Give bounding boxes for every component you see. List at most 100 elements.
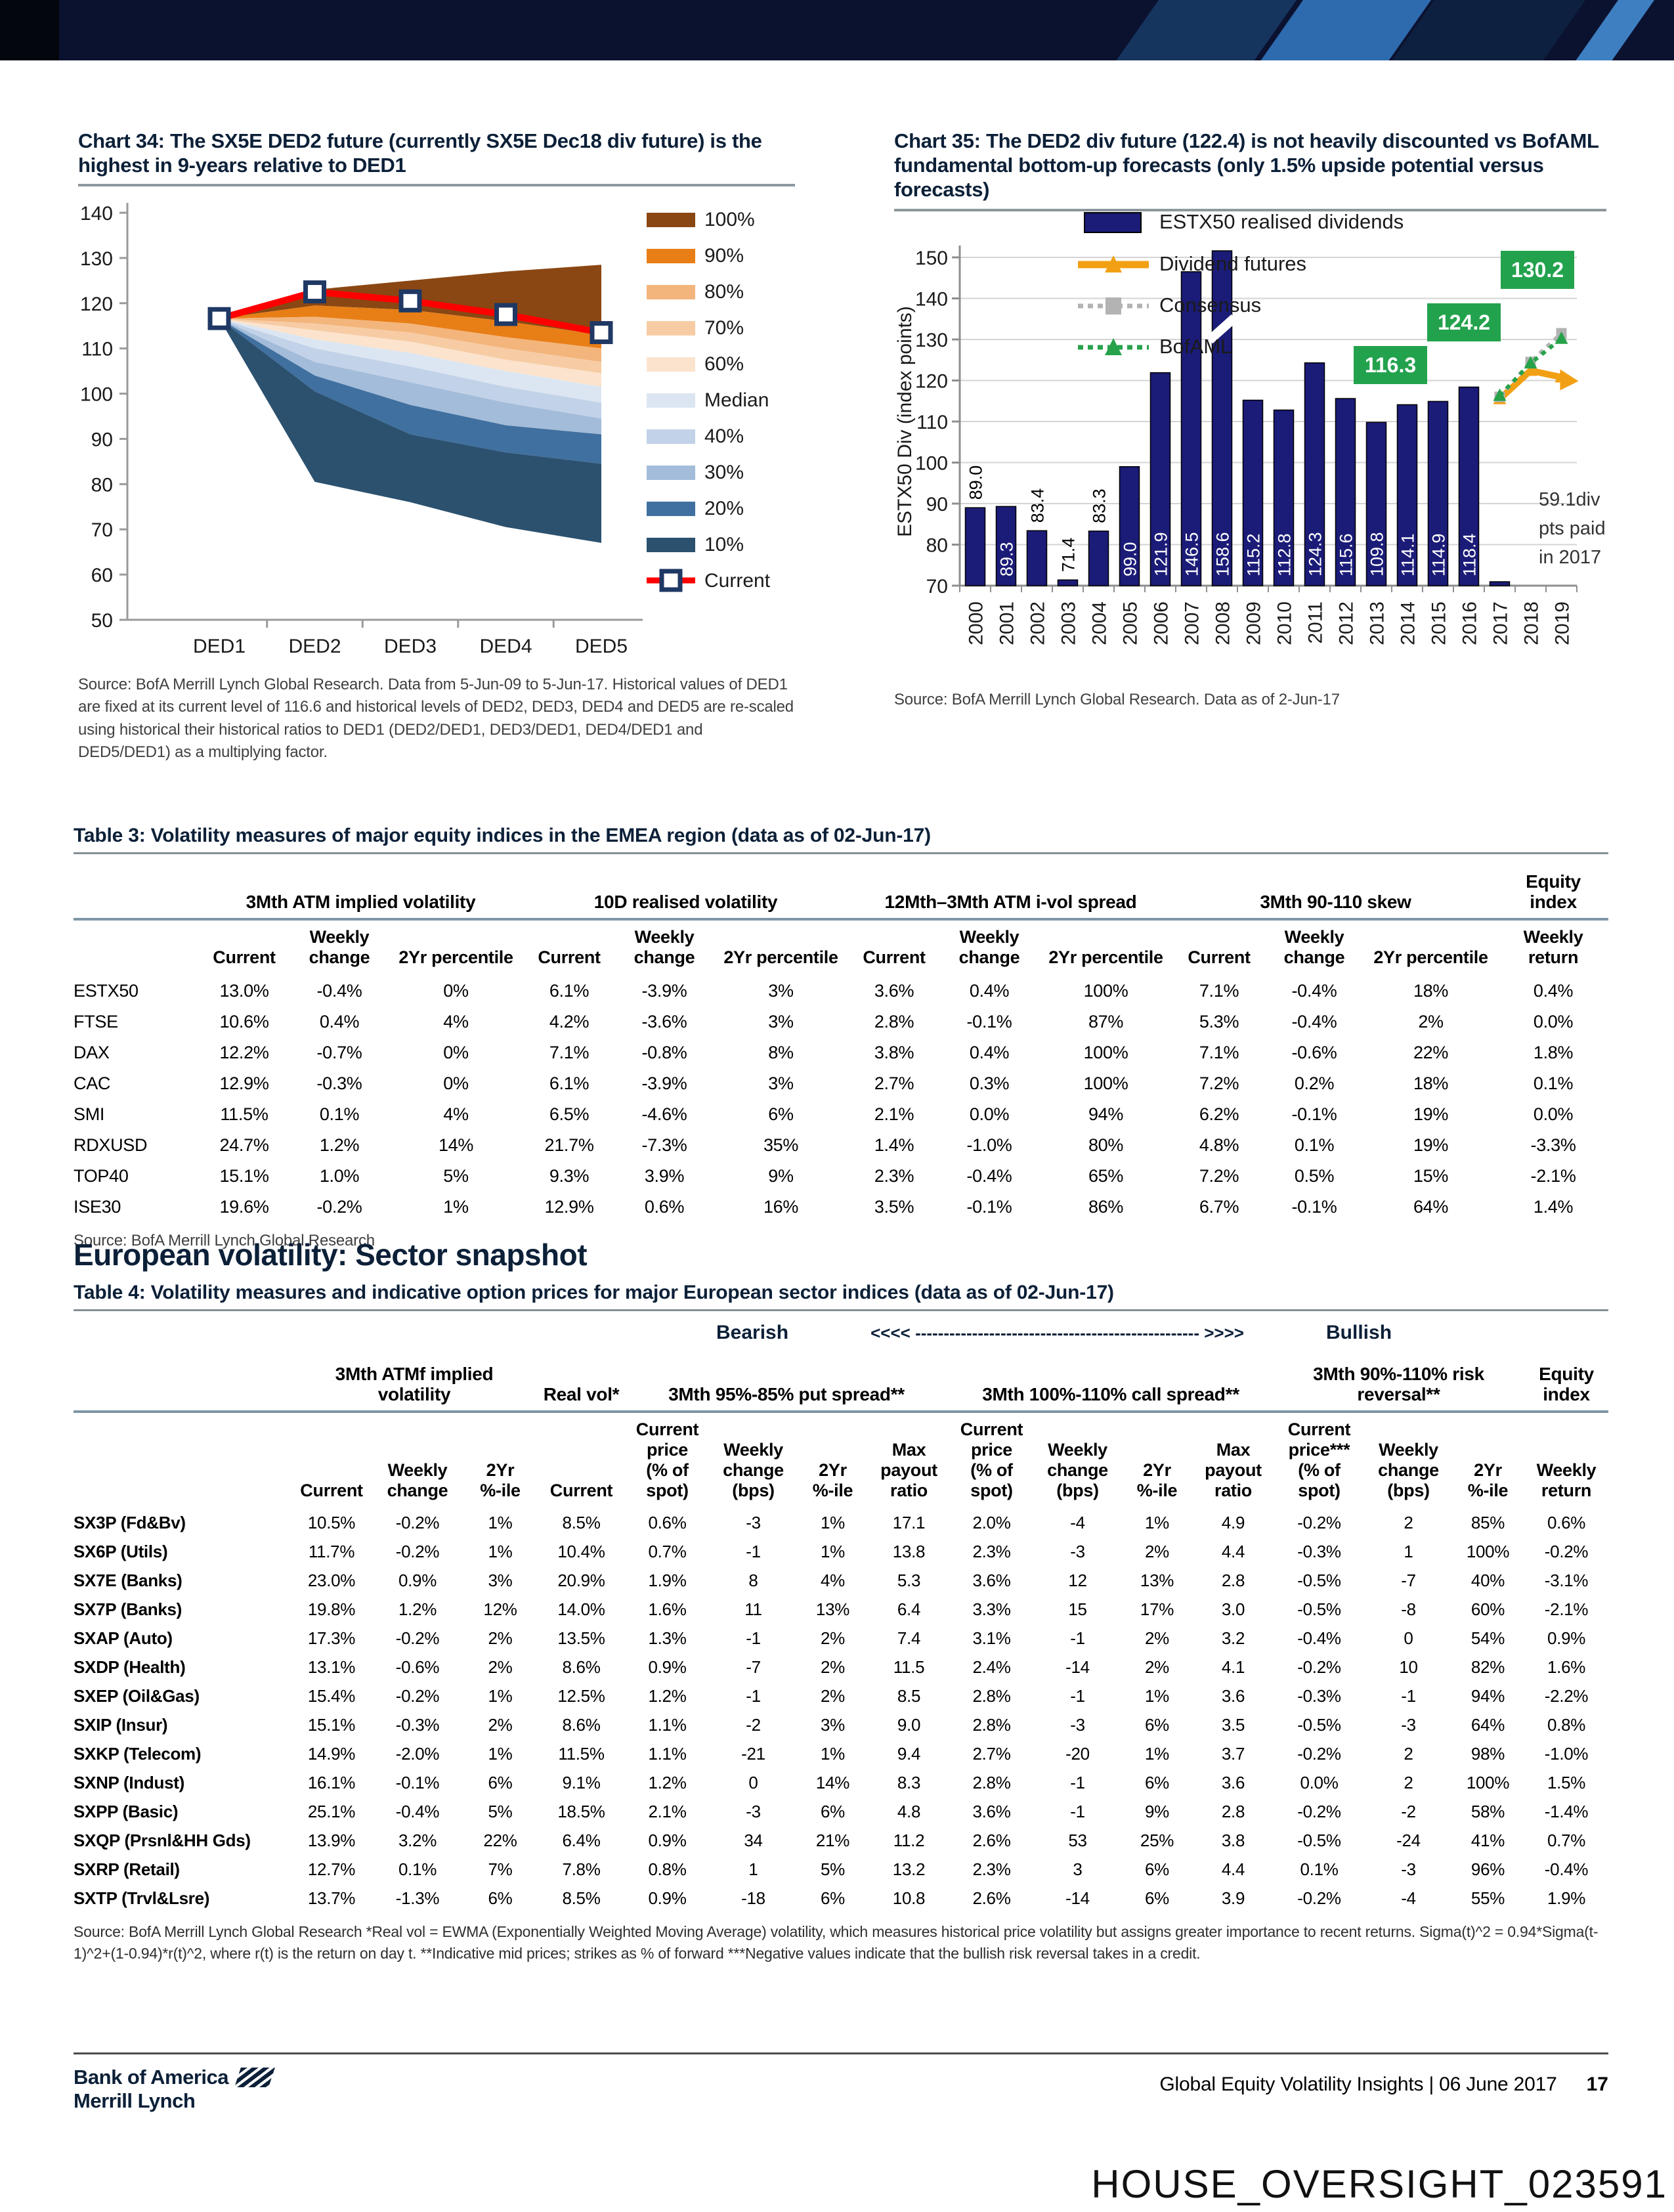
svg-text:DED2: DED2: [288, 636, 341, 657]
cell: 7.1%: [549, 1042, 590, 1062]
cell: -0.4%: [966, 1165, 1012, 1186]
cell: 5.3%: [1199, 1011, 1239, 1031]
cell: 0.9%: [648, 1657, 687, 1678]
svg-text:130: 130: [80, 248, 113, 270]
cell: 5%: [488, 1802, 513, 1822]
cell: 1%: [1145, 1744, 1169, 1764]
chart35-title: Chart 35: The DED2 div future (122.4) is…: [894, 129, 1606, 211]
table4-block: Table 4: Volatility measures and indicat…: [74, 1282, 1609, 1965]
svg-text:90: 90: [91, 429, 113, 451]
cell: 1%: [821, 1542, 845, 1562]
cell: 3: [1073, 1859, 1083, 1880]
cell: -0.2%: [395, 1628, 440, 1649]
svg-text:2001: 2001: [997, 601, 1018, 645]
cell: -1: [1070, 1773, 1085, 1793]
svg-text:90: 90: [926, 494, 948, 515]
row-label: DAX: [74, 1042, 110, 1062]
svg-text:2013: 2013: [1367, 601, 1388, 645]
svg-text:70: 70: [926, 576, 948, 597]
cell: 100%: [1083, 1073, 1128, 1093]
top-banner: [0, 0, 1674, 60]
cell: 1.1%: [648, 1715, 687, 1735]
cell: 1.3%: [648, 1628, 687, 1649]
cell: 8.6%: [562, 1715, 601, 1735]
cell: 0.4%: [1533, 980, 1574, 1001]
cell: 35%: [763, 1135, 799, 1155]
svg-text:115.6: 115.6: [1337, 533, 1356, 576]
svg-text:158.6: 158.6: [1213, 532, 1233, 576]
cell: 2.7%: [874, 1073, 914, 1093]
spacer-cell: [74, 1347, 290, 1413]
cell: 17.1: [892, 1513, 926, 1533]
cell: 24.7%: [219, 1135, 269, 1155]
cell: -0.3%: [1297, 1542, 1341, 1562]
svg-text:60%: 60%: [704, 353, 744, 375]
svg-text:DED3: DED3: [384, 636, 437, 657]
column-header: Weekly return: [1536, 1460, 1597, 1500]
svg-text:2000: 2000: [966, 601, 987, 645]
cell: 3.5%: [874, 1196, 914, 1217]
bearish-bullish-cell: Bearish <<<< ---------------------------…: [624, 1311, 1608, 1347]
column-header: Current: [213, 947, 276, 967]
cell: 6.2%: [1199, 1104, 1239, 1124]
cell: 8.5: [897, 1686, 921, 1706]
cell: -7: [1401, 1571, 1416, 1591]
chart34-source: Source: BofA Merrill Lynch Global Resear…: [78, 676, 794, 761]
cell: -0.2%: [1297, 1513, 1341, 1533]
cell: 0.7%: [648, 1542, 687, 1562]
cell: 3.0: [1221, 1599, 1245, 1620]
cell: 3%: [821, 1715, 845, 1735]
cell: 4.2%: [549, 1011, 590, 1031]
cell: 9%: [768, 1165, 794, 1186]
cell: -7.3%: [641, 1135, 687, 1155]
cell: 10.6%: [219, 1011, 269, 1031]
cell: 0: [748, 1773, 758, 1793]
svg-text:124.3: 124.3: [1306, 532, 1325, 576]
column-header: 2Yr percentile: [1373, 947, 1488, 967]
cell: 2.6%: [972, 1831, 1011, 1851]
cell: -1: [1401, 1686, 1416, 1706]
column-header: Current price (% of spot): [960, 1419, 1023, 1500]
cell: 3.8: [1221, 1831, 1245, 1851]
cell: 8.5%: [562, 1888, 601, 1909]
cell: 4.8: [897, 1802, 921, 1822]
cell: 1.6%: [648, 1599, 687, 1620]
svg-text:2016: 2016: [1459, 601, 1481, 645]
cell: 12.9%: [219, 1073, 269, 1093]
svg-text:ESTX50 Div (index points): ESTX50 Div (index points): [894, 306, 916, 537]
column-header: Weekly change: [387, 1460, 448, 1500]
cell: 23.0%: [307, 1571, 356, 1591]
table3-subheader-row: Current Weekly change 2Yr percentile Cur…: [74, 919, 1608, 976]
cell: 18%: [1413, 1073, 1449, 1093]
group-header: 3Mth 100%-110% call spread**: [949, 1347, 1273, 1413]
svg-text:50: 50: [91, 610, 113, 632]
cell: 0.1%: [1294, 1135, 1335, 1155]
cell: 3.2: [1221, 1628, 1245, 1649]
cell: 1.5%: [1547, 1773, 1586, 1793]
cell: 18.5%: [557, 1802, 605, 1822]
cell: 13.8: [892, 1542, 926, 1562]
row-label: SX3P (Fd&Bv): [74, 1513, 186, 1533]
cell: -0.2%: [1297, 1657, 1341, 1678]
cell: -0.2%: [316, 1196, 362, 1217]
cell: 6%: [1145, 1715, 1169, 1735]
bearish-bullish-row: Bearish <<<< ---------------------------…: [74, 1311, 1608, 1347]
cell: 8%: [768, 1042, 794, 1062]
svg-text:100: 100: [80, 384, 113, 406]
cell: 2.6%: [972, 1888, 1011, 1909]
publication-title: Global Equity Volatility Insights | 06 J…: [1159, 2073, 1557, 2095]
cell: 13.1%: [307, 1657, 356, 1678]
table4-footnote: Source: BofA Merrill Lynch Global Resear…: [74, 1922, 1599, 1963]
cell: 3.6%: [874, 980, 914, 1001]
cell: 0.4%: [969, 980, 1010, 1001]
table-row: ISE30 19.6% -0.2% 1% 12.9% 0.6% 16% 3.5% -0.1% 86…: [74, 1192, 1608, 1223]
cell: -1: [1070, 1686, 1085, 1706]
svg-text:2017: 2017: [1490, 601, 1512, 645]
cell: 6%: [821, 1802, 845, 1822]
column-header: Max payout ratio: [880, 1439, 937, 1500]
cell: -0.3%: [1297, 1686, 1341, 1706]
cell: 2%: [1418, 1011, 1444, 1031]
cell: -3: [746, 1802, 761, 1822]
cell: 3%: [768, 980, 794, 1001]
cell: -0.5%: [1297, 1715, 1341, 1735]
